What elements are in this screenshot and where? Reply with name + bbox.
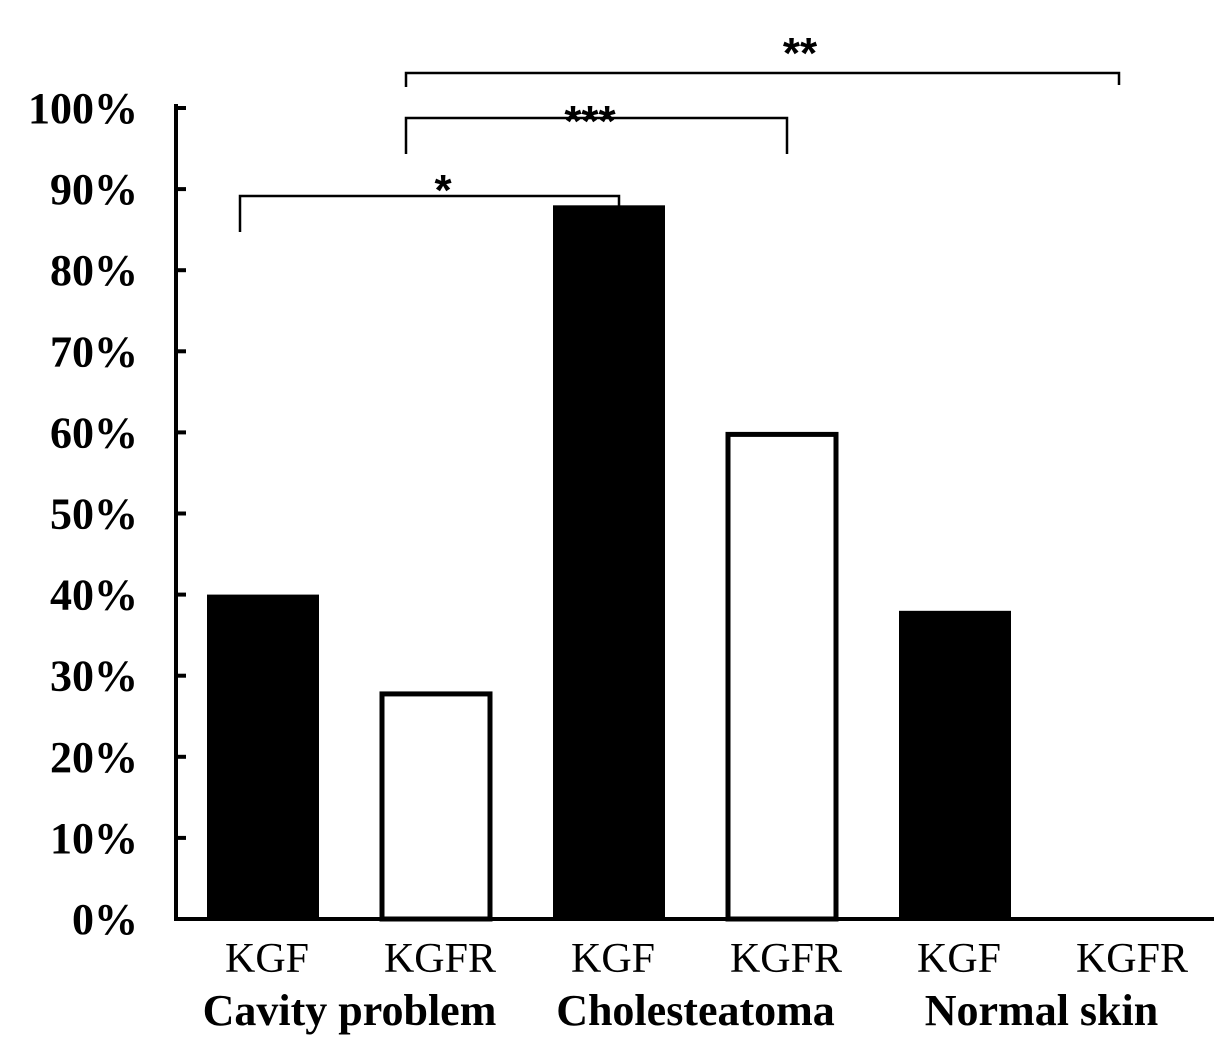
bars — [207, 205, 1011, 922]
group-label: Cholesteatoma — [556, 986, 835, 1035]
y-tick-label: 10% — [50, 814, 138, 863]
x-tick-label: KGFR — [730, 936, 842, 982]
x-tick-label: KGF — [225, 936, 309, 982]
y-tick-label: 20% — [50, 733, 138, 782]
significance-label: * — [434, 166, 452, 215]
significance-label: ** — [783, 29, 818, 78]
y-tick-label: 70% — [50, 327, 138, 376]
group-label: Normal skin — [925, 986, 1158, 1035]
significance-bracket — [404, 71, 1121, 87]
bar — [899, 610, 1011, 919]
significance-brackets: ****** — [238, 29, 1121, 232]
x-tick-label: KGFR — [384, 936, 496, 982]
axes — [174, 104, 1214, 921]
bar — [207, 594, 319, 919]
x-tick-label: KGF — [917, 936, 1001, 982]
y-tick-label: 100% — [28, 84, 138, 133]
y-tick-label: 90% — [50, 165, 138, 214]
y-tick-label: 50% — [50, 490, 138, 539]
x-tick-label: KGFR — [1076, 936, 1188, 982]
bar — [725, 431, 839, 922]
group-labels: Cavity problem Cholesteatoma Normal skin — [203, 986, 1159, 1035]
x-tick-labels: KGF KGFR KGF KGFR KGF KGFR — [225, 936, 1188, 982]
y-tick-label: 60% — [50, 408, 138, 457]
significance-bracket — [238, 194, 621, 232]
significance-bracket — [404, 116, 789, 154]
y-tick-labels: 0% 10% 20% 30% 40% 50% 60% 70% 80% 90% 100% — [28, 84, 138, 944]
group-label: Cavity problem — [203, 986, 497, 1035]
bar — [553, 205, 665, 919]
y-tick-label: 0% — [72, 895, 138, 944]
x-tick-label: KGF — [571, 936, 655, 982]
y-tick-label: 80% — [50, 246, 138, 295]
significance-label: *** — [564, 97, 616, 146]
y-tick-label: 30% — [50, 652, 138, 701]
y-tick-label: 40% — [50, 571, 138, 620]
bar — [379, 691, 493, 922]
